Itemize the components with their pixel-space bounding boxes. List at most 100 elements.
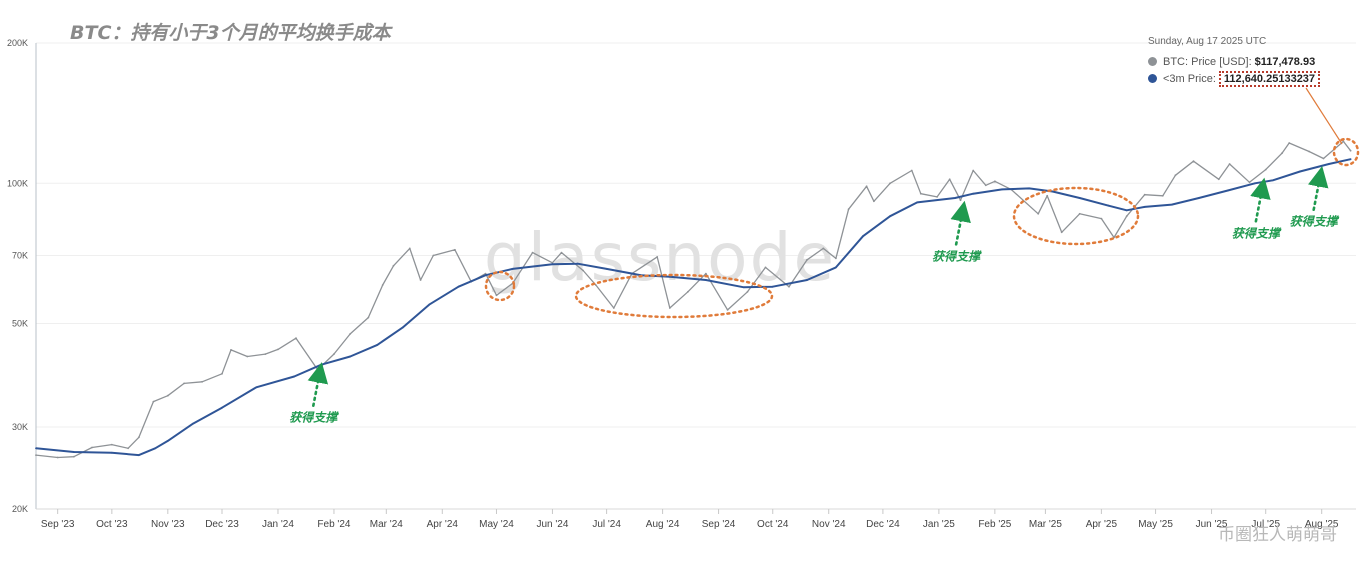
btc-price-point: [1037, 212, 1040, 215]
three-month-price-point: [1125, 209, 1128, 212]
three-month-price-point: [1328, 163, 1330, 165]
btc-price-point: [408, 247, 411, 250]
three-month-price-point: [576, 262, 579, 265]
btc-price-point: [367, 316, 370, 319]
x-tick-label: Dec '23: [205, 519, 239, 530]
y-tick-label: 200K: [7, 38, 28, 48]
btc-price-point: [1281, 152, 1283, 155]
three-month-price-point: [1198, 197, 1200, 199]
support-label: 获得支撑: [289, 411, 339, 425]
btc-price-point: [1125, 215, 1128, 218]
three-month-price-point: [349, 355, 352, 358]
highlight-ellipses: [484, 87, 1360, 319]
x-tick-label: Jul '25: [1251, 519, 1280, 530]
tooltip-price-value: $117,478.93: [1254, 55, 1316, 68]
btc-price-point: [948, 178, 951, 181]
three-month-price-point: [1272, 179, 1274, 182]
btc-price-point: [1100, 217, 1103, 220]
btc-price-point: [822, 247, 825, 250]
three-month-price-point: [166, 440, 169, 442]
btc-price-point: [73, 455, 75, 458]
btc-price-point: [972, 169, 975, 172]
three-month-price-point: [457, 285, 460, 288]
x-tick-label: Apr '24: [427, 519, 459, 530]
btc-price-point: [889, 182, 891, 185]
corner-watermark: 币圈狂人萌萌哥: [1218, 525, 1337, 545]
btc-price-point: [1192, 160, 1195, 163]
btc-price-point: [612, 307, 615, 309]
btc-price-point: [1217, 178, 1220, 181]
btc-price-point: [1174, 174, 1177, 177]
three-month-price-point: [35, 447, 37, 450]
btc-price-point: [264, 353, 267, 355]
tooltip-price-label: BTC: Price [USD]:: [1163, 55, 1252, 68]
x-tick-label: Aug '24: [646, 519, 680, 530]
three-month-price-point: [154, 447, 157, 450]
three-month-price-point: [743, 286, 745, 289]
three-month-price-point: [1299, 170, 1301, 173]
btc-price-point: [560, 251, 563, 254]
three-month-price-point: [1226, 189, 1229, 192]
btc-price-point: [110, 443, 113, 446]
btc-price-point: [910, 169, 913, 172]
three-month-price-point: [1078, 197, 1081, 199]
y-tick-label: 70K: [12, 250, 28, 260]
btc-price-point: [1342, 140, 1345, 143]
btc-price-point: [381, 284, 384, 286]
y-tick-label: 20K: [12, 504, 28, 514]
axes: 20K 30K 50K 70K 100K 200K Sep '23 Oct '23 Nov '2…: [7, 38, 1356, 530]
btc-price-point: [594, 284, 597, 286]
btc-price-point: [1060, 231, 1063, 234]
three-month-price-point: [862, 235, 864, 238]
btc-price-point: [551, 261, 554, 264]
three-month-price-point: [1170, 203, 1173, 206]
btc-price-point: [582, 269, 584, 272]
tooltip: Sunday, Aug 17 2025 UTC BTC: Price [USD]…: [1148, 36, 1348, 87]
x-tick-label: Apr '25: [1086, 519, 1118, 530]
btc-price-point: [1046, 194, 1049, 197]
btc-price-point: [349, 333, 352, 335]
btc-price-point: [1349, 149, 1352, 152]
three-month-price-point: [1028, 187, 1031, 190]
btc-price-point: [865, 185, 868, 188]
btc-price-point: [705, 272, 707, 275]
three-month-price-point: [916, 201, 919, 204]
btc-price-point: [687, 290, 689, 293]
three-month-price-point: [972, 192, 975, 195]
x-tick-label: May '25: [1138, 519, 1173, 530]
x-tick-label: Nov '23: [151, 519, 185, 530]
three-month-price-point: [835, 266, 837, 269]
three-month-price-point: [255, 386, 258, 389]
btc-price-point: [1228, 163, 1231, 165]
price-dot-icon: [1148, 57, 1157, 66]
support-arrow: [1308, 166, 1329, 212]
btc-price-point: [936, 196, 938, 198]
x-tick-label: Nov '24: [812, 519, 846, 530]
btc-price-point: [127, 447, 129, 450]
support-arrow: [950, 200, 971, 246]
x-tick-label: Feb '25: [978, 519, 1011, 530]
x-tick-label: Oct '24: [757, 519, 789, 530]
btc-price-point: [959, 199, 962, 202]
btc-price-point: [806, 258, 808, 261]
btc-price-point: [419, 279, 422, 281]
btc-price-point: [1248, 181, 1251, 184]
three-month-price-point: [428, 303, 431, 306]
three-month-price-point: [889, 215, 891, 218]
btc-price-point: [656, 256, 659, 258]
x-tick-label: May '24: [479, 519, 514, 530]
three-month-price-point: [73, 451, 75, 453]
three-month-price-point: [705, 279, 707, 281]
y-tick-label: 100K: [7, 178, 28, 188]
btc-price-point: [138, 436, 140, 439]
x-tick-label: Oct '23: [96, 519, 128, 530]
btc-price-point: [230, 349, 232, 351]
btc-price-point: [432, 254, 435, 257]
support-arrow: [307, 362, 329, 408]
x-tick-label: Jan '24: [262, 519, 294, 530]
three-month-price-point: [771, 285, 774, 288]
three-month-price-point: [806, 279, 808, 281]
x-tick-label: Aug '25: [1305, 519, 1339, 530]
